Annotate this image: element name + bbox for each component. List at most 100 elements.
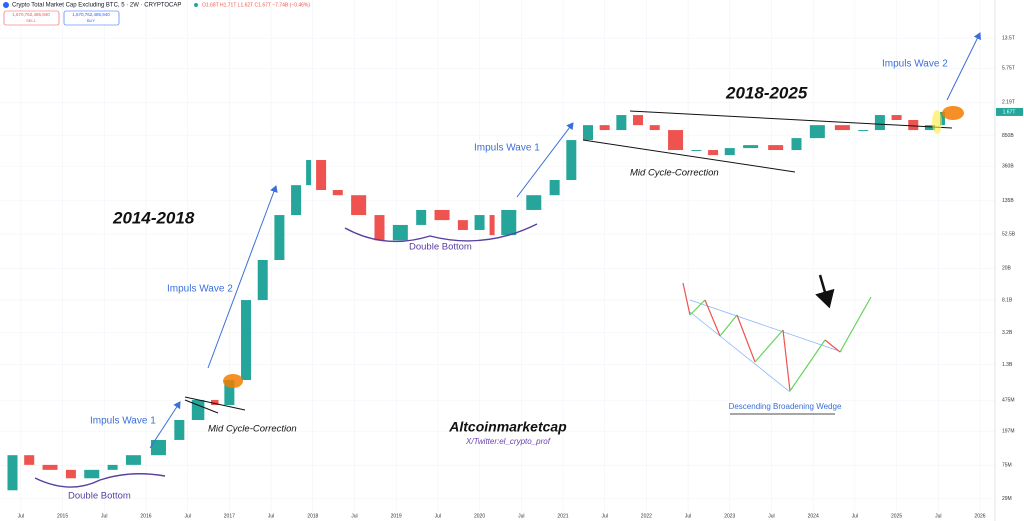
x-tick-label: 2016 xyxy=(140,513,151,519)
candle xyxy=(257,259,268,301)
candle xyxy=(125,455,141,465)
highlight xyxy=(932,110,942,134)
highlight xyxy=(223,374,243,388)
x-tick-label: 2018 xyxy=(307,513,318,519)
x-tick-label: Jul xyxy=(18,513,24,519)
x-tick-label: Jul xyxy=(601,513,607,519)
buy-button[interactable] xyxy=(63,10,120,26)
y-tick-label: 850B xyxy=(1002,133,1014,139)
y-tick-label: 52.5B xyxy=(1002,231,1016,237)
candle xyxy=(65,469,76,479)
annotation: Impuls Wave 2 xyxy=(167,284,233,295)
arrow xyxy=(815,274,835,309)
wedge-leg xyxy=(736,314,756,363)
candle xyxy=(474,215,485,230)
x-tick-label: Jul xyxy=(101,513,107,519)
x-tick-label: 2023 xyxy=(724,513,735,519)
candle xyxy=(392,224,408,241)
trend-line xyxy=(582,139,796,173)
wedge-leg xyxy=(689,299,706,316)
annotation: 2018-2025 xyxy=(725,83,808,102)
candle xyxy=(743,145,759,149)
trend-line xyxy=(184,396,246,411)
x-tick-label: 2026 xyxy=(974,513,985,519)
candle xyxy=(599,125,610,131)
y-tick-label: 13.5T xyxy=(1002,36,1015,42)
candle xyxy=(42,464,58,470)
candle xyxy=(633,115,644,126)
x-tick-label: Jul xyxy=(518,513,524,519)
candle xyxy=(924,125,935,131)
double-bottom-curve xyxy=(34,473,166,488)
arrow xyxy=(946,32,981,101)
candle xyxy=(566,140,577,181)
wedge-leg xyxy=(704,299,721,337)
candle xyxy=(306,160,312,186)
y-tick-label: 1.3B xyxy=(1002,362,1013,368)
x-tick-label: Jul xyxy=(435,513,441,519)
candle xyxy=(834,125,850,131)
candle xyxy=(274,215,285,260)
annotation: Impuls Wave 1 xyxy=(474,143,540,154)
trend-line xyxy=(184,399,219,414)
y-tick-label: 20B xyxy=(1002,265,1012,271)
candle xyxy=(24,455,35,465)
candle xyxy=(582,125,593,141)
grid xyxy=(0,0,995,512)
x-tick-label: Jul xyxy=(685,513,691,519)
candle xyxy=(224,380,235,406)
x-tick-label: Jul xyxy=(935,513,941,519)
ohlc: O1.68T H1.71T L1.62T C1.67T −7.74B (−0.4… xyxy=(202,2,310,8)
x-tick-label: 2015 xyxy=(57,513,68,519)
annotation: Impuls Wave 1 xyxy=(90,416,156,427)
x-tick-label: Jul xyxy=(184,513,190,519)
x-tick-label: Jul xyxy=(268,513,274,519)
candle xyxy=(457,220,468,230)
sell-button[interactable] xyxy=(3,10,60,26)
x-tick-label: 2017 xyxy=(224,513,235,519)
candle xyxy=(291,185,302,216)
candle xyxy=(174,419,185,440)
candle xyxy=(150,439,166,456)
y-tick-label: 29M xyxy=(1002,496,1012,502)
trend-line xyxy=(629,110,953,129)
x-tick-label: 2022 xyxy=(641,513,652,519)
wedge-leg xyxy=(824,339,841,353)
candle xyxy=(691,150,702,152)
y-tick-label: 5.75T xyxy=(1002,66,1015,72)
x-tick-label: Jul xyxy=(351,513,357,519)
candle xyxy=(374,215,385,241)
price-label: 1.67T xyxy=(1003,109,1016,115)
wedge-leg xyxy=(782,329,791,392)
candle xyxy=(107,464,118,470)
y-tick-label: 75M xyxy=(1002,463,1012,469)
y-tick-label: 3.2B xyxy=(1002,330,1013,336)
candle xyxy=(526,195,542,210)
buy-price: 1,670,762,485,940 xyxy=(72,12,110,17)
candle xyxy=(791,138,802,151)
candle xyxy=(809,125,825,139)
x-tick-label: 2025 xyxy=(891,513,902,519)
candle xyxy=(84,469,100,479)
status-dot xyxy=(194,3,198,7)
candles xyxy=(7,111,945,491)
candle xyxy=(549,180,560,196)
candle xyxy=(211,399,219,406)
candle xyxy=(416,209,427,225)
candle xyxy=(489,215,495,236)
double-bottom-curve xyxy=(344,223,538,243)
candle xyxy=(351,195,367,216)
x-tick-label: 2020 xyxy=(474,513,485,519)
annotation: Mid Cycle-Correction xyxy=(630,168,719,179)
candle xyxy=(241,300,252,381)
x-tick-label: 2019 xyxy=(391,513,402,519)
annotation: Descending Broadening Wedge xyxy=(729,402,842,411)
highlight xyxy=(942,106,964,120)
axes: 29M 75M 197M 475M 1.3B 3.2B 8.1B 20B 52.5B 135B 36… xyxy=(18,36,1023,519)
y-tick-label: 475M xyxy=(1002,398,1015,404)
buy-label: BUY xyxy=(87,18,96,23)
candle xyxy=(191,399,205,420)
wedge-leg xyxy=(682,282,691,316)
